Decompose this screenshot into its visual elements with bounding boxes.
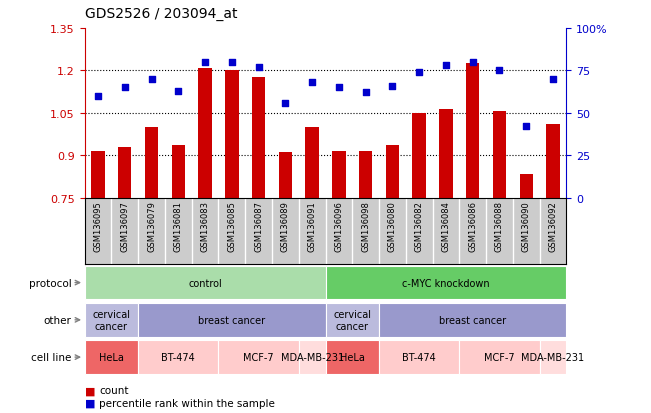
Text: MCF-7: MCF-7: [484, 352, 515, 362]
Bar: [540, 340, 566, 374]
Text: other: other: [44, 315, 72, 325]
Text: GSM136089: GSM136089: [281, 201, 290, 252]
Text: protocol: protocol: [29, 278, 72, 288]
Text: GSM136088: GSM136088: [495, 201, 504, 252]
Bar: [466, 64, 479, 198]
Bar: [439, 109, 452, 198]
Point: [414, 70, 424, 76]
Bar: [85, 303, 138, 337]
Bar: [145, 128, 158, 198]
Point: [494, 68, 505, 74]
Text: GSM136087: GSM136087: [254, 201, 263, 252]
Bar: [85, 266, 326, 300]
Point: [387, 83, 398, 90]
Point: [227, 59, 237, 66]
Text: GSM136092: GSM136092: [549, 201, 557, 252]
Text: GSM136081: GSM136081: [174, 201, 183, 252]
Text: c-MYC knockdown: c-MYC knockdown: [402, 278, 490, 288]
Point: [93, 93, 104, 100]
Text: GSM136098: GSM136098: [361, 201, 370, 252]
Text: GSM136082: GSM136082: [415, 201, 424, 252]
Text: GSM136085: GSM136085: [227, 201, 236, 252]
Point: [334, 85, 344, 91]
Bar: [199, 69, 212, 198]
Bar: [332, 152, 346, 198]
Bar: [225, 71, 238, 198]
Text: BT-474: BT-474: [402, 352, 436, 362]
Point: [307, 80, 317, 86]
Bar: [546, 125, 560, 198]
Bar: [305, 128, 319, 198]
Bar: [299, 340, 326, 374]
Point: [521, 124, 531, 131]
Text: GSM136097: GSM136097: [120, 201, 130, 252]
Bar: [279, 153, 292, 198]
Text: BT-474: BT-474: [161, 352, 195, 362]
Text: GSM136080: GSM136080: [388, 201, 397, 252]
Text: cervical
cancer: cervical cancer: [333, 309, 371, 331]
Text: GDS2526 / 203094_at: GDS2526 / 203094_at: [85, 7, 237, 21]
Point: [467, 59, 478, 66]
Text: breast cancer: breast cancer: [439, 315, 506, 325]
Text: HeLa: HeLa: [99, 352, 124, 362]
Bar: [385, 146, 399, 198]
Bar: [172, 146, 185, 198]
Bar: [138, 303, 326, 337]
Text: HeLa: HeLa: [340, 352, 365, 362]
Text: cell line: cell line: [31, 352, 72, 362]
Point: [146, 76, 157, 83]
Point: [441, 63, 451, 69]
Text: GSM136095: GSM136095: [94, 201, 102, 252]
Text: count: count: [99, 385, 128, 395]
Bar: [85, 340, 138, 374]
Text: GSM136090: GSM136090: [521, 201, 531, 252]
Text: MCF-7: MCF-7: [243, 352, 274, 362]
Text: breast cancer: breast cancer: [199, 315, 266, 325]
Bar: [138, 340, 219, 374]
Bar: [379, 303, 566, 337]
Point: [120, 85, 130, 91]
Bar: [359, 152, 372, 198]
Text: MDA-MB-231: MDA-MB-231: [521, 352, 585, 362]
Bar: [460, 340, 540, 374]
Bar: [91, 152, 105, 198]
Text: MDA-MB-231: MDA-MB-231: [281, 352, 344, 362]
Text: ■: ■: [85, 398, 95, 408]
Point: [200, 59, 210, 66]
Text: percentile rank within the sample: percentile rank within the sample: [99, 398, 275, 408]
Bar: [519, 174, 533, 198]
Text: GSM136079: GSM136079: [147, 201, 156, 252]
Text: GSM136083: GSM136083: [201, 201, 210, 252]
Text: GSM136086: GSM136086: [468, 201, 477, 252]
Text: control: control: [188, 278, 222, 288]
Bar: [326, 340, 379, 374]
Text: GSM136096: GSM136096: [335, 201, 343, 252]
Text: cervical
cancer: cervical cancer: [92, 309, 130, 331]
Bar: [326, 303, 379, 337]
Point: [280, 100, 290, 107]
Bar: [118, 147, 132, 198]
Text: ■: ■: [85, 385, 95, 395]
Point: [547, 76, 558, 83]
Point: [173, 88, 184, 95]
Point: [361, 90, 371, 97]
Text: GSM136091: GSM136091: [308, 201, 316, 252]
Bar: [219, 340, 299, 374]
Point: [253, 64, 264, 71]
Bar: [326, 266, 566, 300]
Bar: [493, 112, 506, 198]
Text: GSM136084: GSM136084: [441, 201, 450, 252]
Bar: [252, 78, 266, 198]
Bar: [379, 340, 460, 374]
Bar: [413, 114, 426, 198]
